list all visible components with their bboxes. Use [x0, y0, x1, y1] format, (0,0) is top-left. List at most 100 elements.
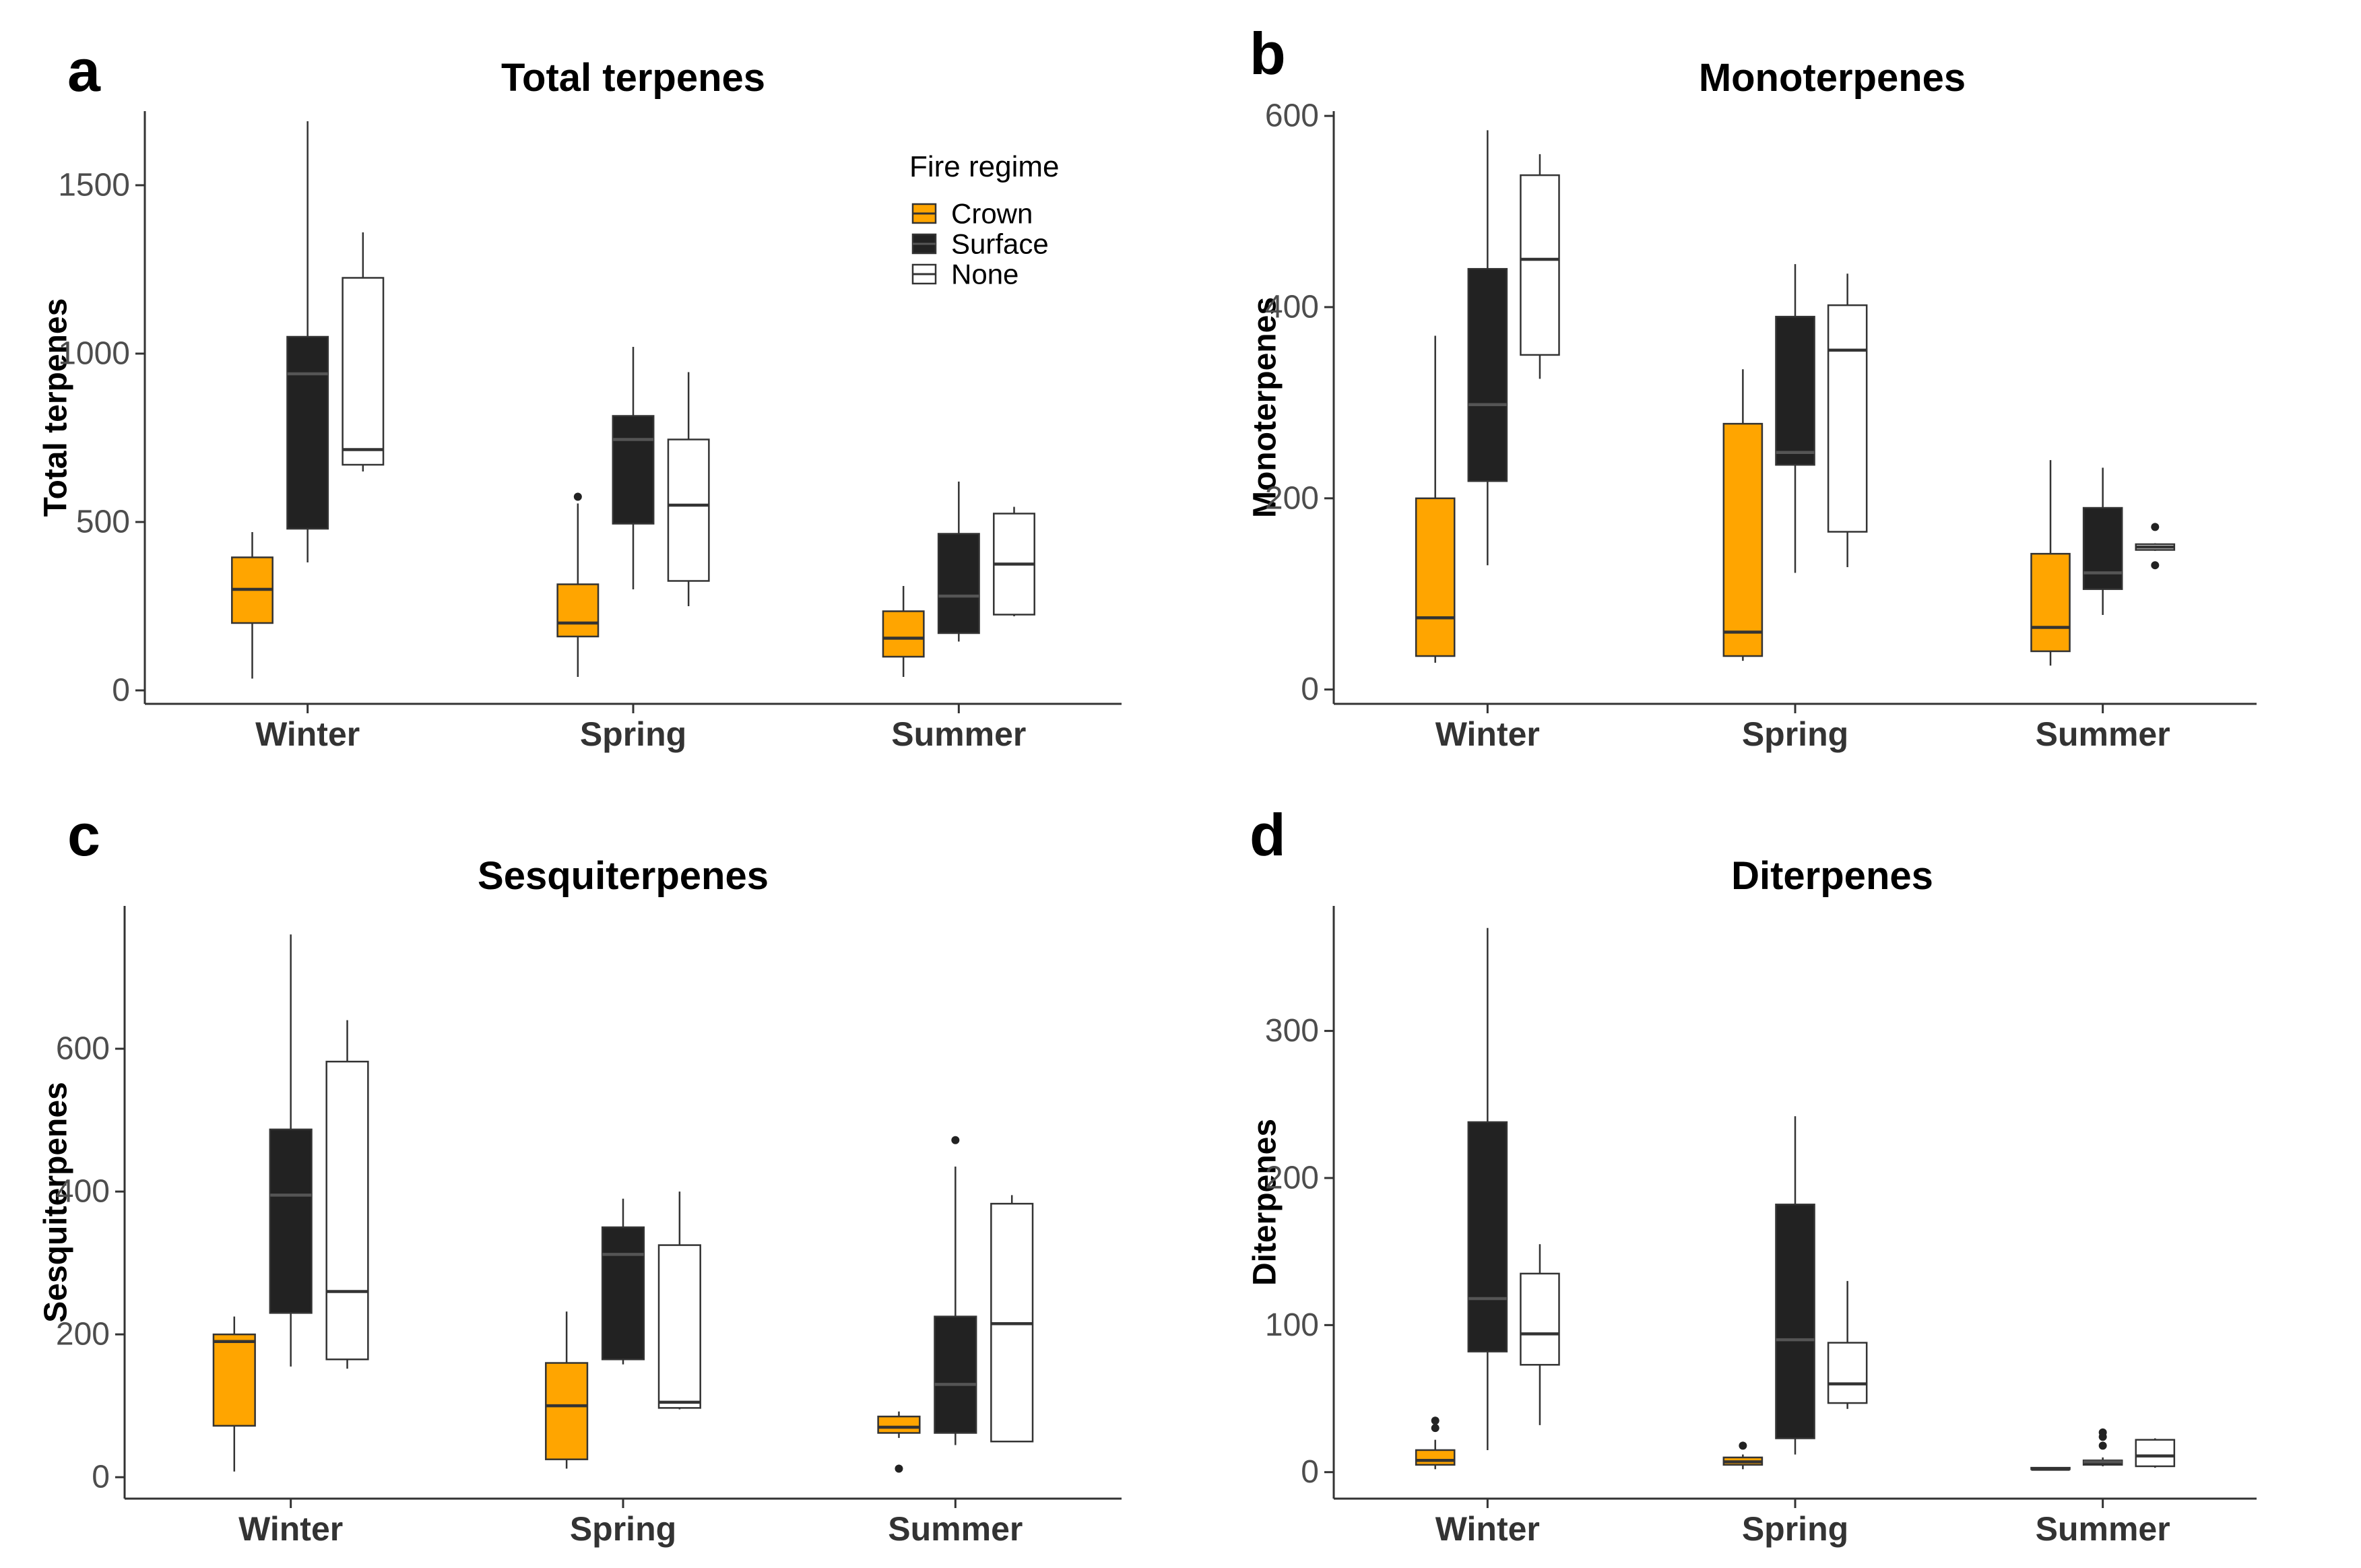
x-tick-label: Spring [570, 1510, 676, 1548]
x-tick-label: Winter [238, 1510, 343, 1548]
box-surface [286, 121, 329, 562]
panel-title: Sesquiterpenes [478, 854, 769, 898]
y-tick-label: 100 [1265, 1307, 1319, 1343]
box-body [877, 1415, 921, 1434]
box-surface [2082, 467, 2123, 615]
box-body [1722, 422, 1764, 657]
y-tick-label: 200 [1265, 1160, 1319, 1196]
box-none [342, 232, 385, 471]
y-tick-label: 600 [56, 1031, 110, 1067]
outlier-point [1431, 1424, 1440, 1433]
box-none [325, 1020, 369, 1369]
box-body [1827, 1342, 1868, 1404]
x-tick-label: Spring [1742, 1510, 1848, 1548]
box-crown [882, 586, 925, 677]
legend-entry-none: None [911, 259, 1018, 290]
box-body [2082, 507, 2123, 590]
box-crown [1415, 335, 1456, 663]
legend-label: Crown [951, 198, 1033, 230]
x-tick-label: Summer [888, 1510, 1023, 1548]
outlier-point [2098, 1441, 2107, 1450]
box-surface [612, 347, 655, 589]
box-body [342, 277, 385, 466]
box-crown [1722, 1441, 1764, 1470]
box-body [934, 1315, 977, 1434]
box-body [937, 533, 980, 634]
y-tick-label: 0 [92, 1460, 110, 1495]
outlier-point [573, 492, 582, 501]
outlier-point [951, 1136, 960, 1144]
box-surface [269, 934, 313, 1367]
box-none [1827, 273, 1868, 568]
box-none [1520, 154, 1560, 379]
box-body [1775, 315, 1815, 466]
box-body [2135, 1439, 2176, 1468]
box-none [2135, 1438, 2176, 1468]
panel-d: d Diterpenes Diterpenes 0 100 200 300 Winter Spr… [1248, 802, 2257, 1548]
box-body [269, 1128, 313, 1314]
y-tick-label: 1000 [58, 336, 130, 372]
x-tick-label: Winter [1435, 1510, 1540, 1548]
box-none [667, 372, 710, 606]
y-tick-label: 1500 [58, 168, 130, 203]
y-tick-label: 200 [1265, 480, 1319, 516]
box-body [1467, 1121, 1508, 1352]
box-body [1415, 1449, 1456, 1466]
box-body [545, 1362, 589, 1460]
box-surface [1467, 130, 1508, 566]
box-none [990, 1195, 1034, 1443]
x-tick-label: Spring [580, 715, 686, 753]
x-tick-label: Winter [1435, 715, 1540, 753]
box-body [556, 583, 600, 638]
y-axis-label: Diterpenes [1248, 1119, 1283, 1286]
y-tick-label: 400 [1265, 289, 1319, 325]
legend-entry-surface: Surface [911, 228, 1049, 260]
x-tick-label: Spring [1742, 715, 1848, 753]
box-surface [1775, 1116, 1815, 1455]
box-body [1520, 174, 1560, 356]
x-tick-label: Summer [2036, 1510, 2170, 1548]
y-tick-label: 400 [56, 1174, 110, 1210]
y-tick-label: 200 [56, 1317, 110, 1352]
y-tick-label: 500 [76, 504, 130, 540]
box-surface [937, 482, 980, 642]
box-body [212, 1333, 256, 1427]
y-axis-label: Total terpenes [38, 298, 74, 517]
panel-c: c Sesquiterpenes Sesquiterpenes 0 200 400 600 W… [38, 802, 1122, 1548]
y-axis-label: Sesquiterpenes [38, 1082, 74, 1322]
box-crown [2030, 460, 2071, 666]
box-none [1520, 1244, 1560, 1425]
panel-letter: b [1250, 20, 1286, 87]
box-body [1520, 1272, 1560, 1366]
box-none [993, 507, 1035, 616]
box-body [882, 610, 925, 658]
y-tick-label: 0 [112, 673, 130, 709]
box-crown [877, 1411, 921, 1473]
y-tick-label: 300 [1265, 1013, 1319, 1049]
panel-letter: d [1250, 802, 1286, 868]
box-body [1467, 267, 1508, 482]
panel-letter: a [67, 37, 101, 104]
box-body [612, 415, 655, 525]
panel-letter: c [67, 802, 100, 868]
box-crown [1415, 1416, 1456, 1470]
x-tick-label: Summer [891, 715, 1026, 753]
legend-title: Fire regime [909, 150, 1060, 183]
panel-title: Total terpenes [501, 56, 765, 100]
x-tick-label: Summer [2036, 715, 2170, 753]
box-surface [934, 1136, 977, 1445]
box-body [286, 335, 329, 530]
box-body [601, 1226, 645, 1361]
box-body [1827, 304, 1868, 533]
box-body [667, 438, 710, 582]
box-surface [2082, 1428, 2123, 1466]
y-tick-label: 0 [1301, 672, 1319, 707]
y-tick-label: 0 [1301, 1454, 1319, 1490]
box-none [1827, 1280, 1868, 1409]
legend-entry-crown: Crown [911, 198, 1033, 230]
legend-label: None [951, 259, 1018, 290]
outlier-point [1739, 1441, 1747, 1450]
